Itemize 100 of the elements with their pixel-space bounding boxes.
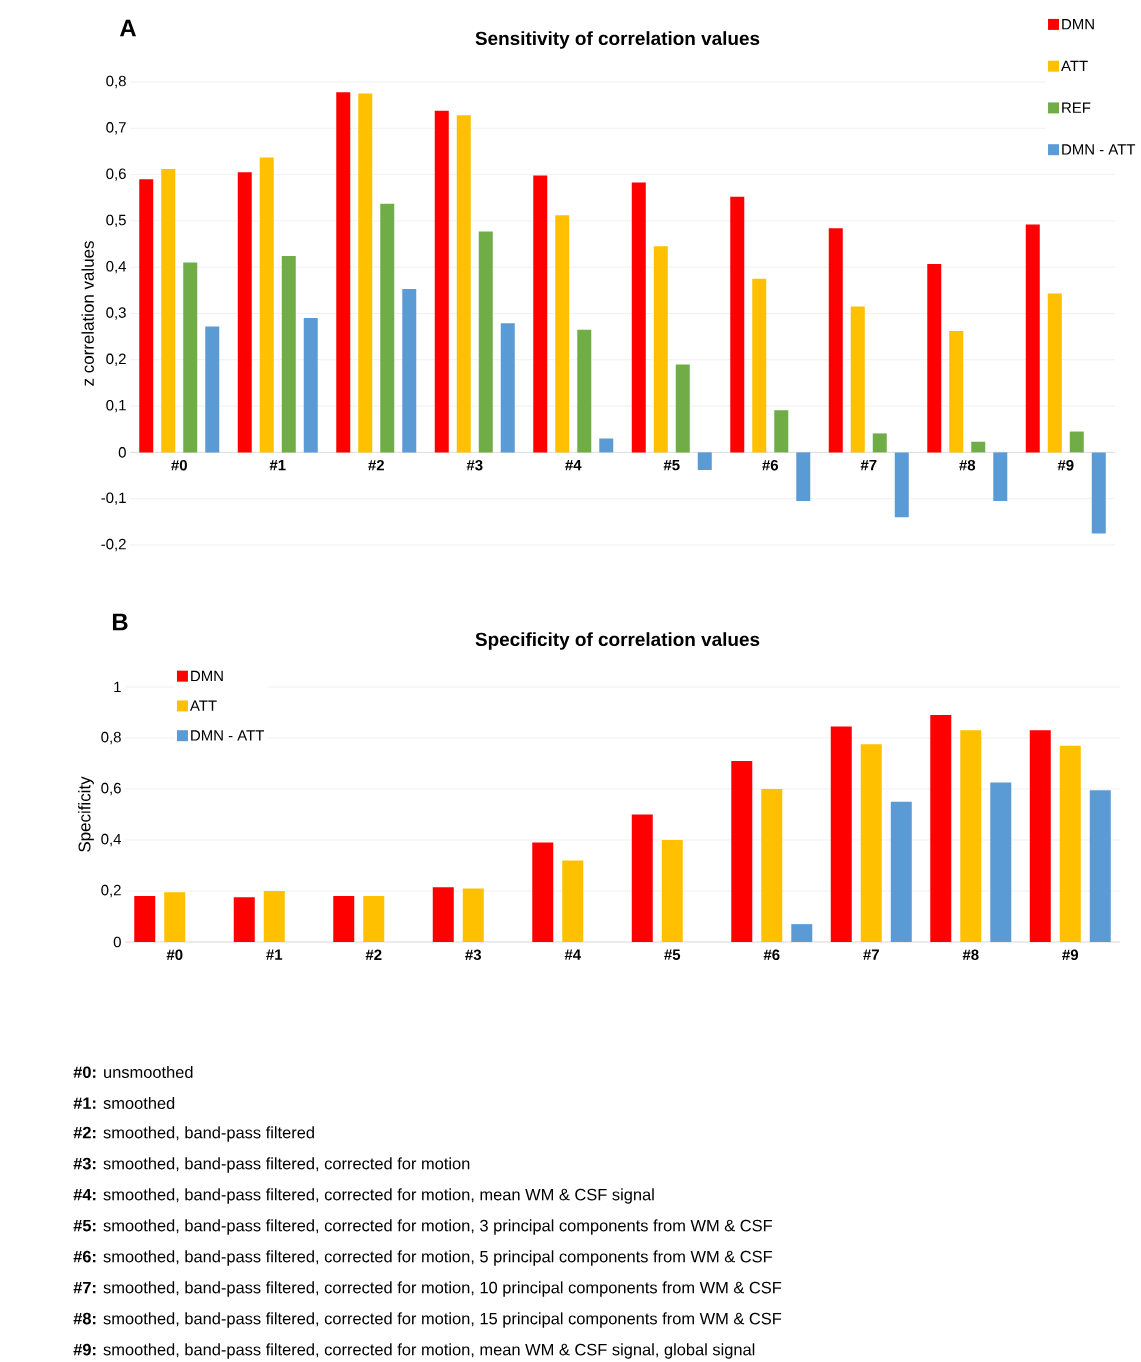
bar xyxy=(183,262,198,453)
bar xyxy=(1069,431,1084,453)
x-tick-label: #6 xyxy=(762,459,779,471)
bar xyxy=(894,452,909,518)
bar xyxy=(791,924,813,942)
x-tick-label: #0 xyxy=(171,459,187,471)
legend-label: ATT xyxy=(1061,60,1088,72)
x-tick-label: #3 xyxy=(465,949,482,961)
chart-title: Specificity of correlation values xyxy=(475,632,760,650)
bar xyxy=(1047,293,1062,453)
bar xyxy=(363,896,385,942)
bar xyxy=(134,896,156,942)
text: #0: unsmoothed xyxy=(73,1065,193,1079)
y-tick-label: 0,8 xyxy=(106,75,126,89)
bar xyxy=(927,263,942,453)
bar xyxy=(1089,790,1111,942)
text: #8: smoothed, band-pass filtered, corrected for motion, 15 principal components from WM & CSF xyxy=(73,1312,782,1328)
x-tick-label: #1 xyxy=(266,949,283,960)
text: #1: smoothed xyxy=(73,1096,175,1110)
y-tick-label: 0,6 xyxy=(101,782,121,796)
bar xyxy=(828,228,843,453)
bar xyxy=(456,115,471,453)
bar xyxy=(533,175,548,453)
y-tick-label: 0,2 xyxy=(106,353,126,366)
chart-title: Sensitivity of correlation values xyxy=(475,31,760,49)
bar xyxy=(631,182,646,453)
bar xyxy=(1029,730,1051,942)
bar xyxy=(599,438,614,453)
y-tick-label: -0,2 xyxy=(101,538,126,552)
x-tick-label: #8 xyxy=(959,459,976,471)
legend-label: DMN - ATT xyxy=(1062,144,1136,155)
bar xyxy=(661,839,683,942)
bar xyxy=(752,278,767,453)
y-tick-label: 0,2 xyxy=(101,884,121,898)
text: #9: smoothed, band-pass filtered, corrected for motion, mean WM & CSF signal, global signal xyxy=(73,1343,755,1359)
y-tick-label: 0,4 xyxy=(101,833,122,847)
text: #4: smoothed, band-pass filtered, corrected for motion, mean WM & CSF signal xyxy=(73,1188,654,1204)
bar xyxy=(675,364,690,453)
bar xyxy=(402,288,417,453)
y-tick-label: 0,1 xyxy=(106,399,126,413)
bar xyxy=(949,331,964,453)
bar xyxy=(500,323,515,453)
y-axis-title: Specificity xyxy=(78,776,94,852)
bar xyxy=(358,93,373,453)
bar xyxy=(532,842,554,942)
x-tick-label: #4 xyxy=(565,459,582,471)
bar xyxy=(462,888,484,942)
bar xyxy=(562,860,584,942)
x-tick-label: #2 xyxy=(365,949,382,960)
y-tick-label: 0,4 xyxy=(106,261,127,274)
bar xyxy=(830,726,852,942)
y-tick-label: 0,7 xyxy=(106,122,126,135)
x-tick-label: #7 xyxy=(860,459,877,471)
bar xyxy=(872,433,887,453)
text: #7: smoothed, band-pass filtered, corrected for motion, 10 principal components from WM & CSF xyxy=(73,1281,782,1297)
bar xyxy=(731,760,753,942)
x-tick-label: #7 xyxy=(863,949,879,960)
bar xyxy=(161,169,176,453)
bar xyxy=(860,744,882,942)
bar xyxy=(653,246,668,453)
bar xyxy=(555,215,570,453)
x-tick-label: #9 xyxy=(1062,949,1079,961)
bar xyxy=(336,92,351,453)
bar xyxy=(205,326,220,453)
text: #5: smoothed, band-pass filtered, corrected for motion, 3 principal components from WM & CSF xyxy=(73,1219,772,1235)
y-tick-label: 0,6 xyxy=(106,168,126,181)
x-tick-label: #8 xyxy=(962,949,979,961)
x-tick-label: #4 xyxy=(564,949,581,960)
legend-label: DMN xyxy=(191,670,223,682)
y-axis-title: z correlation values xyxy=(81,241,94,386)
bar xyxy=(761,788,783,942)
legend-label: DMN - ATT xyxy=(191,730,265,741)
bar xyxy=(1059,745,1081,942)
y-tick-label: 0,5 xyxy=(106,214,126,228)
y-tick-label: 0 xyxy=(118,447,126,458)
bar xyxy=(890,801,912,942)
bar xyxy=(930,715,952,942)
x-tick-label: #9 xyxy=(1057,459,1074,471)
legend-label: ATT xyxy=(189,700,217,711)
bar xyxy=(1091,452,1106,534)
bar xyxy=(1025,224,1040,453)
bar xyxy=(259,157,274,453)
x-tick-label: #2 xyxy=(368,459,384,471)
text: B xyxy=(112,613,128,631)
y-tick-label: 0,8 xyxy=(101,731,121,745)
bar xyxy=(774,410,789,453)
bar xyxy=(434,110,449,453)
text: #3: smoothed, band-pass filtered, corrected for motion xyxy=(73,1157,470,1173)
text: #6: smoothed, band-pass filtered, corrected for motion, 5 principal components from WM & CSF xyxy=(73,1250,772,1266)
bar xyxy=(164,892,186,942)
x-tick-label: #1 xyxy=(269,459,286,471)
bar xyxy=(990,782,1012,942)
x-tick-label: #0 xyxy=(166,949,183,961)
x-tick-label: #5 xyxy=(663,459,680,471)
bar xyxy=(993,452,1008,501)
bar xyxy=(333,896,355,942)
bar xyxy=(478,231,493,453)
bar xyxy=(380,203,395,453)
bar xyxy=(730,196,745,453)
bar xyxy=(237,172,252,453)
